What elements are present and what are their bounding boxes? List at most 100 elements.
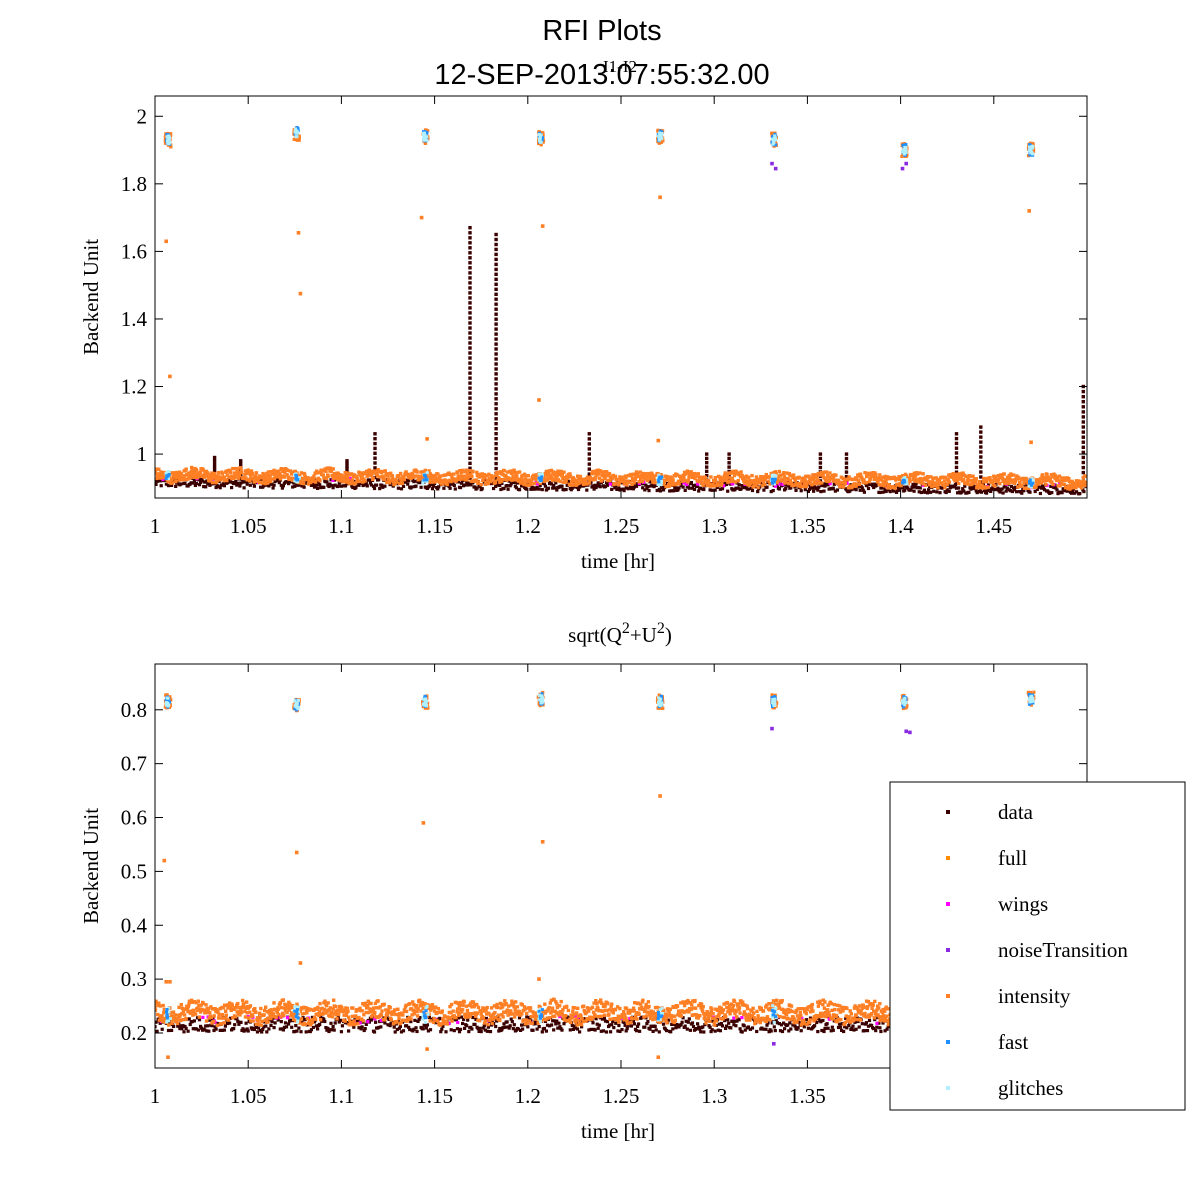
intensity-point [239, 1010, 244, 1015]
data-point [677, 486, 681, 490]
data-point [155, 1020, 158, 1024]
data-point [542, 1026, 546, 1031]
intensity-point [210, 480, 215, 485]
data-point [614, 1021, 618, 1025]
data-point [725, 1024, 729, 1028]
intensity-point [272, 1001, 276, 1005]
data-point [860, 1022, 864, 1026]
data-spike-point [212, 462, 217, 466]
glitch-point [538, 136, 542, 140]
wings-point [722, 484, 726, 488]
intensity-point [921, 472, 925, 476]
intensity-point [357, 479, 362, 484]
intensity-point [155, 472, 158, 476]
data-point [883, 1029, 887, 1033]
data-point [591, 484, 595, 488]
data-point [332, 1028, 336, 1032]
intensity-point [217, 1012, 221, 1017]
intensity-point [355, 474, 359, 478]
data-point [769, 1029, 773, 1033]
data-point [193, 483, 197, 487]
data-point [412, 1027, 416, 1031]
data-point [527, 1016, 531, 1020]
intensity-point [222, 475, 227, 479]
intensity-point [288, 469, 293, 473]
wings-point [285, 1016, 290, 1020]
intensity-point [671, 478, 675, 482]
intensity-point [409, 476, 413, 481]
intensity-point [386, 1009, 391, 1013]
data-point [531, 1028, 535, 1032]
intensity-point [747, 475, 751, 479]
data-point [591, 1021, 595, 1025]
data-spike-point [494, 422, 498, 426]
intensity-point [235, 467, 239, 472]
intensity-point [161, 1003, 165, 1008]
data-point [379, 1025, 383, 1029]
intensity-point [811, 474, 816, 478]
intensity-point [785, 471, 789, 475]
intensity-point [187, 1002, 191, 1006]
data-point [547, 1024, 552, 1028]
data-point [213, 1025, 217, 1029]
data-spike-point [494, 407, 498, 411]
data-point [661, 1022, 666, 1026]
data-point [742, 1024, 746, 1028]
data-spike-point [494, 307, 498, 311]
data-point [453, 487, 457, 491]
intensity-point [176, 472, 180, 477]
glitch-point [166, 137, 170, 141]
data-spike-point [494, 277, 498, 281]
data-spike-point [468, 311, 472, 315]
intensity-point [311, 476, 316, 480]
intensity-point [869, 471, 873, 475]
data-point [406, 482, 410, 486]
intensity-point [418, 998, 422, 1002]
data-point [269, 1023, 273, 1027]
intensity-point [316, 1005, 320, 1010]
data-point [819, 490, 823, 494]
data-point [917, 490, 921, 494]
intensity-point [919, 481, 924, 485]
data-point [277, 481, 281, 485]
calibration-point [770, 131, 774, 135]
data-spike-point [494, 332, 498, 336]
data-point [300, 1020, 304, 1025]
data-point [440, 1027, 444, 1031]
data-spike-point [705, 474, 709, 478]
data-point [462, 1017, 466, 1022]
data-point [329, 478, 333, 482]
data-spike-point [468, 396, 472, 400]
intensity-point [275, 475, 279, 479]
intensity-outlier [298, 291, 303, 296]
data-point [741, 484, 745, 488]
intensity-point [985, 480, 989, 484]
intensity-point [486, 478, 490, 483]
intensity-point [209, 1005, 213, 1009]
data-spike-point [1081, 465, 1085, 470]
intensity-point [708, 482, 712, 486]
intensity-point [912, 471, 916, 475]
calibration-point [900, 154, 904, 158]
intensity-point [787, 481, 791, 486]
intensity-point [929, 475, 933, 479]
data-point [862, 490, 866, 494]
intensity-point [413, 474, 417, 478]
data-point [155, 1025, 157, 1029]
data-point [296, 483, 300, 487]
data-point [216, 484, 220, 489]
data-spike-point [468, 416, 472, 420]
intensity-point [287, 1008, 291, 1012]
data-point [696, 1022, 700, 1026]
intensity-point [380, 474, 385, 478]
data-point [230, 486, 234, 490]
data-point [614, 484, 618, 488]
data-point [243, 1028, 247, 1032]
intensity-point [456, 1001, 460, 1006]
data-point [236, 1019, 240, 1023]
wings-point [358, 1021, 362, 1025]
intensity-point [958, 472, 962, 476]
data-point [826, 1026, 830, 1030]
intensity-point [269, 479, 273, 484]
data-point [318, 1022, 322, 1026]
